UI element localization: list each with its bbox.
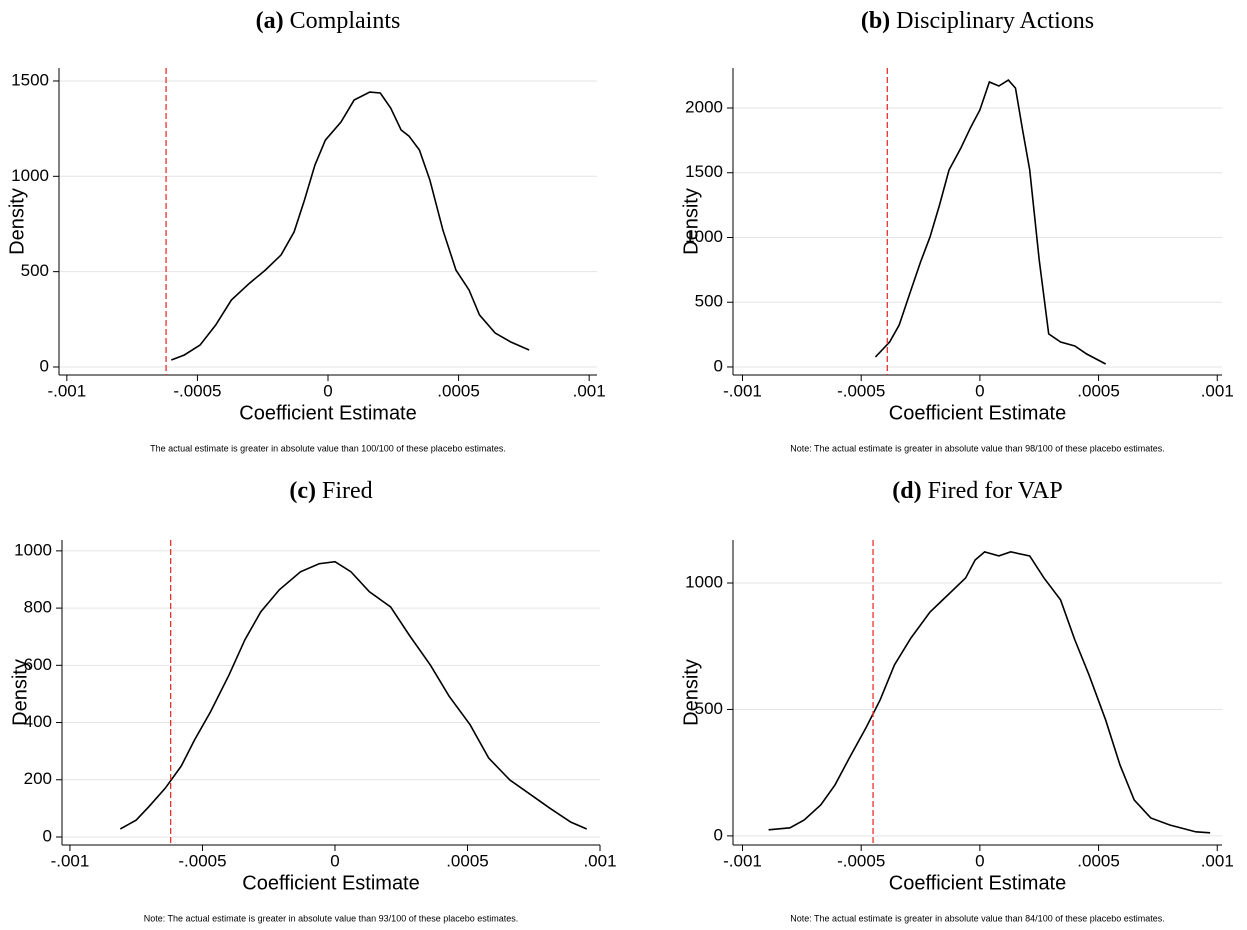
y-tick-label: 600 [24,655,52,674]
density-line [874,79,1107,365]
panel-label: (b) [861,8,890,34]
x-tick-label: 0 [330,851,339,870]
x-axis-label: Coefficient Estimate [889,402,1067,424]
x-tick-label: .001 [583,851,616,870]
x-tick-label: -.0005 [173,381,221,400]
x-tick-label: -.0005 [837,381,885,400]
y-axis-label: Density [6,188,28,255]
x-tick-label: .001 [1201,851,1234,870]
x-tick-label: 0 [975,851,984,870]
x-tick-label: 0 [323,381,332,400]
x-tick-label: .0005 [1077,851,1120,870]
x-tick-label: -.001 [723,381,762,400]
x-axis-label: Coefficient Estimate [889,872,1067,894]
panel: (a) Complaints 0 500 1000 1500 -.001 -.0005 0 .0… [6,8,605,454]
y-tick-label: 0 [40,356,49,375]
panel-label: (a) [256,8,284,34]
panel-label: (d) [892,478,921,504]
density-line [768,551,1211,834]
panel: (d) Fired for VAP 0 500 1000 -.001 -.0005 0 .00… [680,478,1234,924]
y-tick-label: 200 [24,769,52,788]
x-tick-label: -.0005 [837,851,885,870]
note: The actual estimate is greater in absolu… [150,443,506,453]
density-line [171,91,530,361]
panel-title-text: Disciplinary Actions [896,8,1094,34]
y-tick-label: 400 [24,712,52,731]
panel-title-text: Fired [322,478,373,504]
panel-title: (c) Fired [289,478,372,504]
panel-title-text: Complaints [290,8,401,34]
density-line [119,560,588,830]
x-tick-label: .001 [1201,381,1234,400]
panel-title: (d) Fired for VAP [892,478,1062,504]
y-tick-label: 0 [43,826,52,845]
y-tick-label: 0 [714,825,723,844]
panel-title-text: Fired for VAP [928,478,1063,504]
x-tick-label: -.0005 [178,851,226,870]
y-axis-label: Density [680,188,702,255]
note: Note: The actual estimate is greater in … [790,443,1165,453]
x-tick-label: .0005 [1077,381,1120,400]
x-tick-label: .0005 [437,381,480,400]
y-axis-label: Density [680,659,702,726]
y-tick-label: 2000 [685,97,723,116]
x-tick-label: 0 [975,381,984,400]
x-tick-label: -.001 [51,851,90,870]
x-tick-label: -.001 [723,851,762,870]
y-tick-label: 500 [695,292,723,311]
y-tick-label: 500 [21,261,49,280]
panel-label: (c) [289,478,316,504]
y-tick-label: 800 [24,598,52,617]
x-axis-label: Coefficient Estimate [239,402,417,424]
panel-title: (b) Disciplinary Actions [861,8,1094,34]
y-tick-label: 1000 [14,540,52,559]
y-tick-label: 1500 [685,162,723,181]
y-tick-label: 500 [695,699,723,718]
panel-title: (a) Complaints [256,8,401,34]
x-tick-label: .0005 [446,851,489,870]
panel: (c) Fired 0 200 400 600 800 1000 -.001 -.0005 0 .0… [9,478,616,924]
panel: (b) Disciplinary Actions 0 500 1000 1500 2000… [680,8,1234,454]
x-tick-label: .001 [573,381,606,400]
y-tick-label: 1500 [11,70,49,89]
y-tick-label: 1000 [685,572,723,591]
note: Note: The actual estimate is greater in … [144,913,519,923]
note: Note: The actual estimate is greater in … [790,913,1165,923]
x-tick-label: -.001 [47,381,86,400]
y-tick-label: 1000 [685,227,723,246]
y-axis-label: Density [9,659,31,726]
y-tick-label: 1000 [11,166,49,185]
x-axis-label: Coefficient Estimate [242,872,420,894]
y-tick-label: 0 [714,356,723,375]
